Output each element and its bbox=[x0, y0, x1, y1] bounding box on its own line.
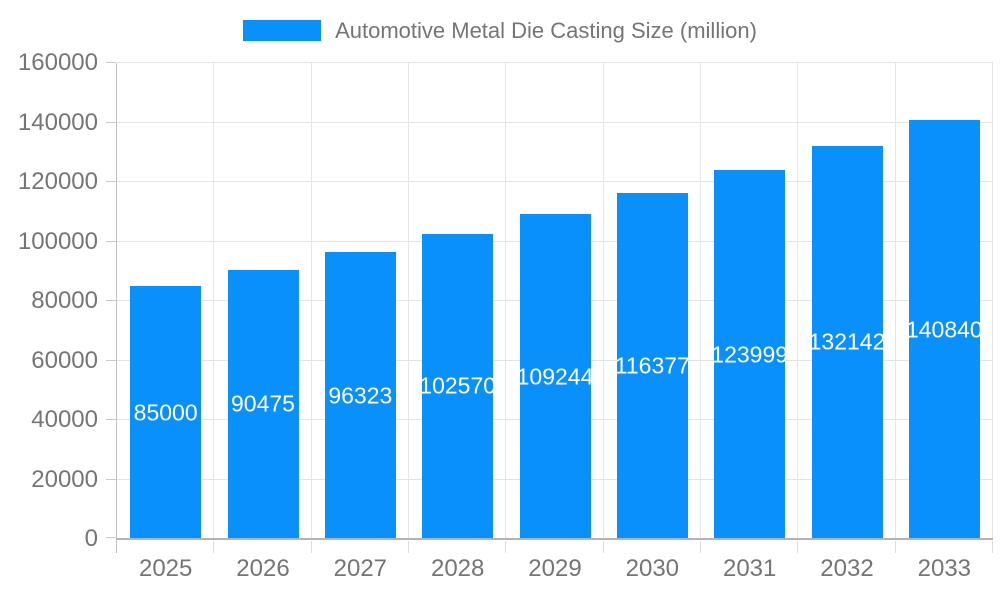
x-axis-category-label: 2028 bbox=[430, 555, 485, 582]
x-axis-tick bbox=[310, 541, 312, 553]
y-axis-tick-label: 120000 bbox=[17, 168, 98, 195]
x-axis-category-label: 2025 bbox=[138, 555, 193, 582]
legend-swatch-icon bbox=[243, 20, 322, 41]
bar-2032[interactable]: 132142 bbox=[811, 145, 883, 539]
bar-2027[interactable]: 96323 bbox=[324, 252, 396, 539]
y-axis-tick-label: 0 bbox=[84, 525, 98, 552]
y-axis-line bbox=[116, 63, 117, 553]
x-axis-tick bbox=[213, 541, 215, 553]
legend: Automotive Metal Die Casting Size (milli… bbox=[0, 0, 1000, 61]
bar-value-label: 116377 bbox=[616, 352, 688, 379]
bar-value-label: 109244 bbox=[519, 363, 591, 389]
y-axis-tick-label: 160000 bbox=[17, 49, 98, 76]
x-axis-baseline bbox=[116, 538, 993, 540]
y-axis-tick-label: 140000 bbox=[17, 108, 98, 136]
x-axis-tick bbox=[408, 541, 409, 553]
gridline-vertical bbox=[505, 63, 507, 539]
gridline-vertical bbox=[992, 63, 993, 539]
y-axis-tick-label: 100000 bbox=[17, 227, 98, 255]
gridline-horizontal bbox=[117, 62, 993, 63]
bar-2033[interactable]: 140840 bbox=[908, 120, 980, 539]
bar-value-label: 102570 bbox=[422, 372, 494, 399]
legend-item[interactable]: Automotive Metal Die Casting Size (milli… bbox=[243, 18, 757, 44]
bar-2029[interactable]: 109244 bbox=[519, 214, 591, 539]
y-axis-labels: 0 20000 40000 60000 80000 100000 120000 140000 1… bbox=[0, 51, 98, 551]
gridline-vertical bbox=[700, 63, 701, 539]
bar-2025[interactable]: 85000 bbox=[130, 286, 202, 539]
x-axis-tick bbox=[700, 541, 701, 553]
gridline-vertical bbox=[408, 63, 409, 539]
y-axis-tick bbox=[106, 181, 116, 182]
gridline-vertical bbox=[602, 63, 604, 539]
y-axis-tick-label: 80000 bbox=[31, 287, 98, 314]
x-axis-tick bbox=[797, 541, 799, 553]
bar-value-label: 140840 bbox=[908, 316, 980, 342]
bar-value-label: 85000 bbox=[133, 399, 198, 426]
x-axis-labels: 2025 2026 2027 2028 2029 2030 2031 2032 2033 bbox=[117, 555, 993, 585]
y-axis-tick bbox=[106, 300, 116, 301]
x-axis-tick bbox=[505, 541, 507, 553]
bar-2028[interactable]: 102570 bbox=[422, 233, 494, 539]
x-axis-category-label: 2030 bbox=[625, 555, 680, 582]
y-axis-tick-label: 60000 bbox=[31, 346, 98, 374]
x-axis-category-label: 2026 bbox=[236, 555, 290, 582]
bar-value-label: 132142 bbox=[811, 328, 883, 355]
x-axis-category-label: 2029 bbox=[528, 555, 582, 582]
x-axis-tick bbox=[602, 541, 604, 553]
y-axis-tick bbox=[106, 478, 116, 480]
x-axis-tick bbox=[992, 541, 993, 553]
x-axis-category-label: 2033 bbox=[917, 555, 972, 582]
legend-label: Automotive Metal Die Casting Size (milli… bbox=[335, 17, 757, 43]
bar-2030[interactable]: 116377 bbox=[616, 192, 688, 539]
plot-area: 85000 90475 96323 102570 109244 116377 123999 1… bbox=[106, 62, 993, 553]
gridline-vertical bbox=[894, 63, 896, 539]
bar-value-label: 96323 bbox=[328, 382, 393, 409]
y-axis-tick bbox=[106, 359, 116, 361]
y-axis-tick bbox=[106, 121, 116, 123]
x-axis-category-label: 2031 bbox=[722, 555, 777, 582]
y-axis-tick bbox=[106, 62, 116, 63]
x-axis-category-label: 2027 bbox=[333, 555, 388, 582]
bar-2031[interactable]: 123999 bbox=[714, 170, 786, 539]
y-axis-tick-label: 40000 bbox=[31, 406, 98, 433]
gridline-horizontal bbox=[117, 181, 993, 182]
gridline-vertical bbox=[310, 63, 312, 539]
x-axis-category-label: 2032 bbox=[820, 555, 874, 582]
gridline-horizontal bbox=[117, 121, 993, 123]
y-axis-tick bbox=[106, 537, 116, 538]
y-axis-tick bbox=[106, 419, 116, 420]
bar-value-label: 123999 bbox=[714, 341, 786, 368]
bar-2026[interactable]: 90475 bbox=[227, 269, 299, 539]
gridline-vertical bbox=[213, 63, 215, 539]
bar-value-label: 90475 bbox=[231, 390, 295, 417]
y-axis-tick bbox=[106, 240, 116, 242]
gridline-vertical bbox=[797, 63, 799, 539]
y-axis-tick-label: 20000 bbox=[31, 465, 98, 493]
x-axis-tick bbox=[894, 541, 896, 553]
